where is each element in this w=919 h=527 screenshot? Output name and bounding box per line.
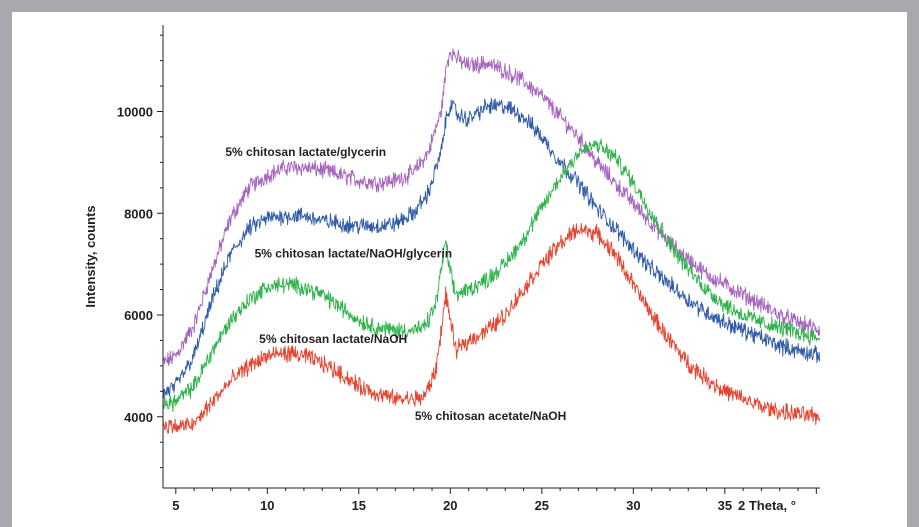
x-tick-label: 25 (535, 498, 549, 513)
x-axis-title: 2 Theta, ° (738, 498, 796, 513)
series-annotation-3: 5% chitosan lactate/NaOH (259, 332, 407, 346)
x-tick-label: 35 (718, 498, 732, 513)
series-line-4 (162, 222, 821, 434)
series-layer (162, 48, 821, 434)
series-annotation-1: 5% chitosan lactate/glycerin (225, 145, 386, 159)
x-tick-label: 30 (626, 498, 640, 513)
ticks-layer: 4000 6000 8000 10000 5 10 15 20 25 30 35 (117, 34, 817, 513)
series-line-2 (162, 98, 821, 399)
x-tick-label: 5 (172, 498, 179, 513)
axes-layer (162, 25, 820, 489)
series-annotation-4: 5% chitosan acetate/NaOH (415, 409, 566, 423)
series-line-3 (162, 138, 821, 413)
y-tick-label: 10000 (117, 104, 153, 119)
y-tick-label: 8000 (124, 206, 153, 221)
y-tick-label: 4000 (124, 410, 153, 425)
x-tick-label: 20 (443, 498, 457, 513)
y-axis-title: Intensity, counts (83, 205, 98, 307)
x-tick-label: 15 (352, 498, 366, 513)
series-line-1 (162, 48, 821, 366)
annotation-layer: 5% chitosan lactate/glycerin 5% chitosan … (225, 145, 566, 423)
x-tick-label: 10 (260, 498, 274, 513)
series-annotation-2: 5% chitosan lactate/NaOH/glycerin (255, 247, 452, 261)
y-tick-label: 6000 (124, 308, 153, 323)
